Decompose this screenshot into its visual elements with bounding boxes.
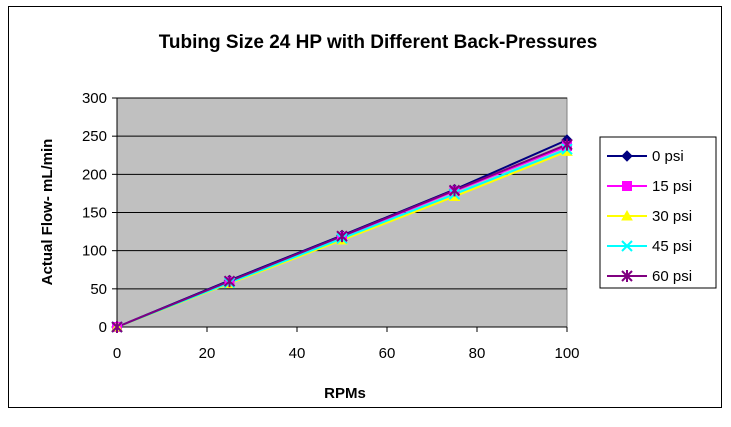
legend-marker-15-psi xyxy=(622,181,632,191)
y-tick-label: 0 xyxy=(99,319,107,336)
chart-title: Tubing Size 24 HP with Different Back-Pr… xyxy=(159,32,598,53)
y-tick-label: 150 xyxy=(82,205,107,222)
x-tick-label: 40 xyxy=(289,345,306,362)
y-tick-label: 100 xyxy=(82,243,107,260)
x-tick-label: 20 xyxy=(199,345,216,362)
legend-label-0-psi: 0 psi xyxy=(652,148,684,165)
data-point-60-psi xyxy=(223,275,236,288)
data-point-60-psi xyxy=(448,184,461,197)
legend-label-15-psi: 15 psi xyxy=(652,178,692,195)
legend: 0 psi 15 psi 30 psi 45 psi 60 psi xyxy=(599,136,717,289)
data-point-60-psi xyxy=(336,230,348,243)
data-point-60-psi xyxy=(111,321,123,333)
legend-label-60-psi: 60 psi xyxy=(652,268,692,285)
series-markers xyxy=(111,134,573,333)
x-tick-label: 60 xyxy=(379,345,396,362)
x-tick-label: 100 xyxy=(554,345,579,362)
x-tick-label: 80 xyxy=(469,345,486,362)
y-tick-label: 50 xyxy=(90,281,107,298)
x-tick-labels: 0 20 40 60 80 100 xyxy=(113,345,580,362)
legend-box xyxy=(599,136,717,289)
x-axis-title: RPMs xyxy=(324,385,366,402)
legend-marker-30-psi xyxy=(621,209,633,221)
data-point-60-psi xyxy=(561,138,573,151)
legend-marker-45-psi xyxy=(621,240,633,252)
axes xyxy=(116,98,567,328)
legend-marker-60-psi xyxy=(621,270,633,282)
y-tick-label: 300 xyxy=(82,90,107,107)
y-axis-title: Actual Flow- mL/min xyxy=(39,139,56,286)
legend-label-30-psi: 30 psi xyxy=(652,208,692,225)
y-tick-label: 250 xyxy=(82,128,107,145)
x-tick-label: 0 xyxy=(113,345,121,362)
legend-label-45-psi: 45 psi xyxy=(652,238,692,255)
y-tick-label: 200 xyxy=(82,166,107,183)
legend-marker-0-psi xyxy=(621,150,633,162)
y-tick-labels: 0 50 100 150 200 250 300 xyxy=(82,90,107,336)
